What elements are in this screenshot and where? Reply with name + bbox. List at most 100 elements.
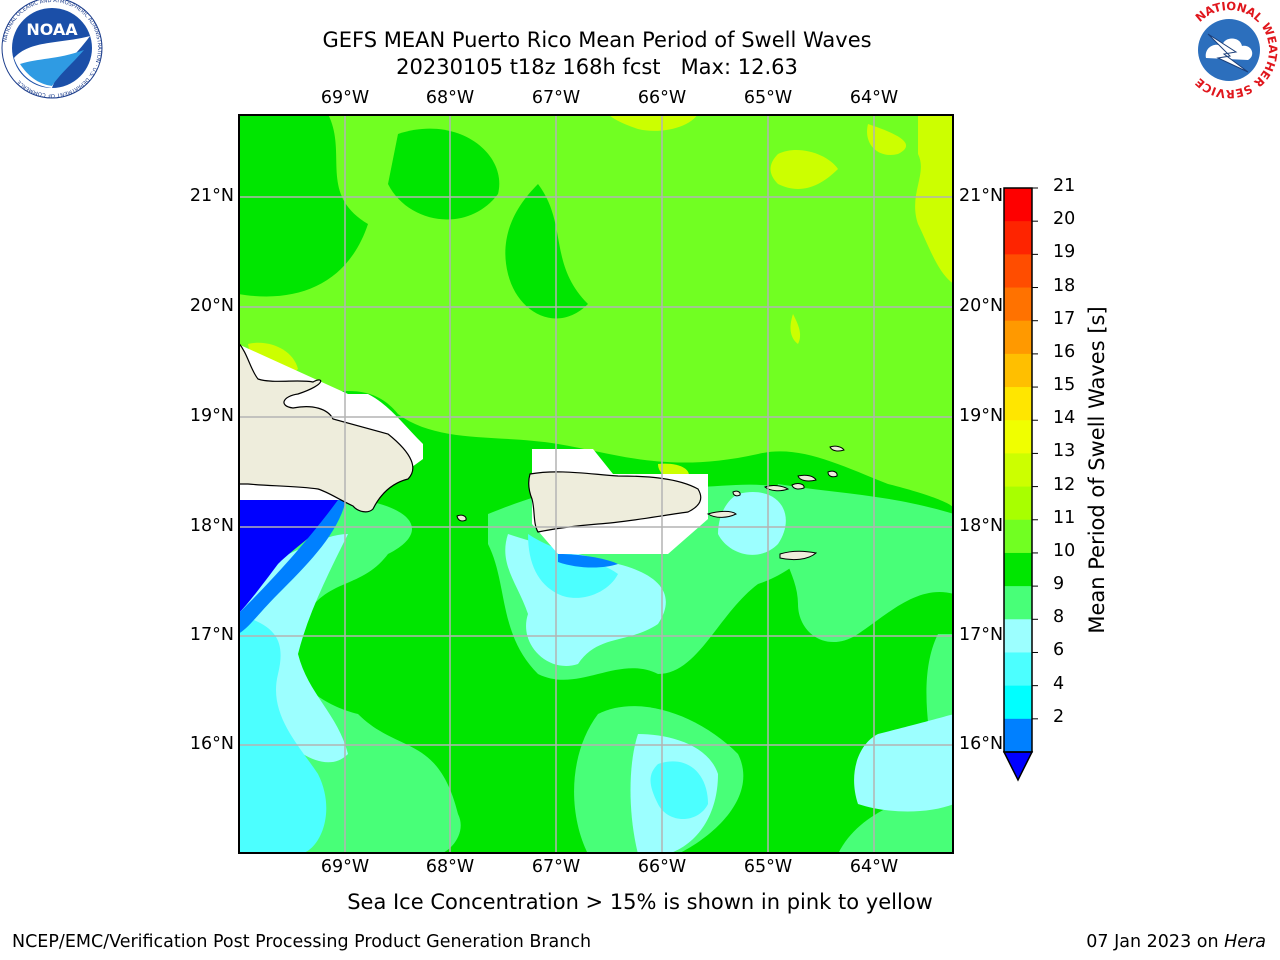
- field-8-9-se: [854, 714, 954, 812]
- field-12-13-c: [790, 314, 801, 344]
- map-panel: [238, 114, 954, 854]
- footer-date: 07 Jan 2023 on Hera: [1086, 932, 1266, 952]
- lon-label-bottom-64w: 64°W: [849, 857, 899, 877]
- colorbar-segment: [1004, 188, 1032, 222]
- island-anegada: [829, 445, 845, 452]
- colorbar-tick-label: 14: [1053, 408, 1076, 429]
- lon-label-top-66w: 66°W: [637, 88, 687, 108]
- colorbar-segment: [1004, 652, 1032, 687]
- colorbar-segment: [1004, 453, 1032, 488]
- island-st-thomas: [763, 485, 790, 492]
- island-tortola: [797, 474, 817, 482]
- map-border: [238, 114, 954, 854]
- colorbar-tick-label: 13: [1053, 441, 1076, 462]
- lon-label-bottom-66w: 66°W: [637, 857, 687, 877]
- lat-label-left-18n: 18°N: [189, 516, 234, 536]
- footer-date-text: 07 Jan 2023 on: [1086, 932, 1225, 952]
- colorbar-tick-label: 8: [1053, 607, 1065, 628]
- lon-label-bottom-68w: 68°W: [425, 857, 475, 877]
- colorbar-tick-label: 19: [1053, 242, 1076, 263]
- colorbar: [1002, 187, 1038, 782]
- colorbar-segment: [1004, 718, 1032, 753]
- nws-logo: NATIONAL WEATHER SERVICE: [1181, 0, 1280, 100]
- map-title: GEFS MEAN Puerto Rico Mean Period of Swe…: [322, 28, 872, 52]
- colorbar-segment: [1004, 254, 1032, 289]
- colorbar-tick-label: 18: [1053, 275, 1076, 296]
- land-hispaniola: [238, 341, 414, 513]
- colorbar-segment: [1004, 287, 1032, 322]
- colorbar-tick-label: 21: [1053, 176, 1076, 196]
- colorbar-tick-label: 12: [1053, 474, 1076, 495]
- lon-label-top-65w: 65°W: [743, 88, 793, 108]
- lat-label-right-17n: 17°N: [959, 625, 1004, 645]
- colorbar-segment: [1004, 486, 1032, 521]
- lat-label-left-16n: 16°N: [189, 734, 234, 754]
- colorbar-segment: [1004, 387, 1032, 421]
- land-puerto-rico: [528, 471, 702, 533]
- colorbar-tick-label: 15: [1053, 375, 1076, 396]
- sea-ice-note: Sea Ice Concentration > 15% is shown in …: [347, 890, 933, 914]
- lon-label-top-69w: 69°W: [320, 88, 370, 108]
- colorbar-extension: [1002, 751, 1034, 782]
- swell-period-map: [238, 114, 954, 854]
- colorbar-tick-label: 4: [1053, 673, 1065, 694]
- field-pr-south-blue: [558, 554, 618, 568]
- colorbar-segment: [1004, 586, 1032, 620]
- graticule: [238, 114, 954, 854]
- field-6-8-pr: [528, 534, 618, 598]
- field-10-11-north: [238, 114, 368, 297]
- colorbar-tick-label: 20: [1053, 209, 1076, 230]
- field-4-6-blue: [238, 500, 346, 634]
- field-2-4-blue: [238, 500, 338, 614]
- lat-label-right-21n: 21°N: [959, 186, 1004, 206]
- island-st-croix: [779, 550, 818, 561]
- colorbar-segment: [1004, 353, 1032, 388]
- field-6-8-west: [238, 614, 327, 854]
- island-vieques: [706, 510, 737, 518]
- lat-label-right-18n: 18°N: [959, 516, 1004, 536]
- lat-label-right-16n: 16°N: [959, 734, 1004, 754]
- colorbar-segment: [1004, 320, 1032, 355]
- noaa-logo-text: NOAA: [26, 20, 78, 39]
- lon-label-bottom-69w: 69°W: [320, 857, 370, 877]
- colorbar-segment: [1004, 519, 1032, 554]
- noaa-logo: NATIONAL OCEANIC AND ATMOSPHERIC ADMINIS…: [1, 0, 103, 99]
- island-virgin-gorda: [827, 470, 838, 478]
- colorbar-segment: [1004, 221, 1032, 255]
- field-12-13-n: [608, 114, 698, 131]
- lat-label-left-21n: 21°N: [189, 186, 234, 206]
- field-8-9-east: [718, 492, 786, 555]
- lat-label-right-19n: 19°N: [959, 406, 1004, 426]
- colorbar-tick-label: 6: [1053, 640, 1065, 661]
- lon-label-top-67w: 67°W: [531, 88, 581, 108]
- island-mona: [456, 514, 467, 522]
- field-6-8-south: [650, 761, 708, 819]
- lon-label-bottom-67w: 67°W: [531, 857, 581, 877]
- colorbar-segment: [1004, 552, 1032, 587]
- colorbar-border: [1003, 187, 1033, 753]
- footer-branch: NCEP/EMC/Verification Post Processing Pr…: [12, 932, 592, 952]
- field-10-11-north2: [505, 184, 588, 319]
- colorbar-segment: [1004, 685, 1032, 720]
- lon-label-top-64w: 64°W: [849, 88, 899, 108]
- lon-label-top-68w: 68°W: [425, 88, 475, 108]
- lat-label-left-20n: 20°N: [189, 296, 234, 316]
- colorbar-segment: [1004, 619, 1032, 653]
- colorbar-tick-label: 17: [1053, 308, 1076, 329]
- colorbar-tick-label: 16: [1053, 341, 1076, 362]
- field-9-10-east: [772, 484, 954, 643]
- footer-host: Hera: [1224, 932, 1266, 952]
- map-subtitle: 20230105 t18z 168h fcst Max: 12.63: [396, 55, 798, 79]
- field-12-13-n3: [867, 124, 907, 155]
- lat-label-left-17n: 17°N: [189, 625, 234, 645]
- colorbar-label: Mean Period of Swell Waves [s]: [1085, 306, 1109, 634]
- field-12-13-n2: [770, 149, 838, 189]
- colorbar-tick-label: 10: [1053, 540, 1076, 561]
- field-12-13-ne: [915, 114, 954, 284]
- colorbar-tick-label: 2: [1053, 706, 1065, 727]
- colorbar-tick-label: 11: [1053, 507, 1076, 528]
- lon-label-bottom-65w: 65°W: [743, 857, 793, 877]
- colorbar-segment: [1004, 420, 1032, 454]
- island-culebra: [732, 490, 741, 497]
- lat-label-left-19n: 19°N: [189, 406, 234, 426]
